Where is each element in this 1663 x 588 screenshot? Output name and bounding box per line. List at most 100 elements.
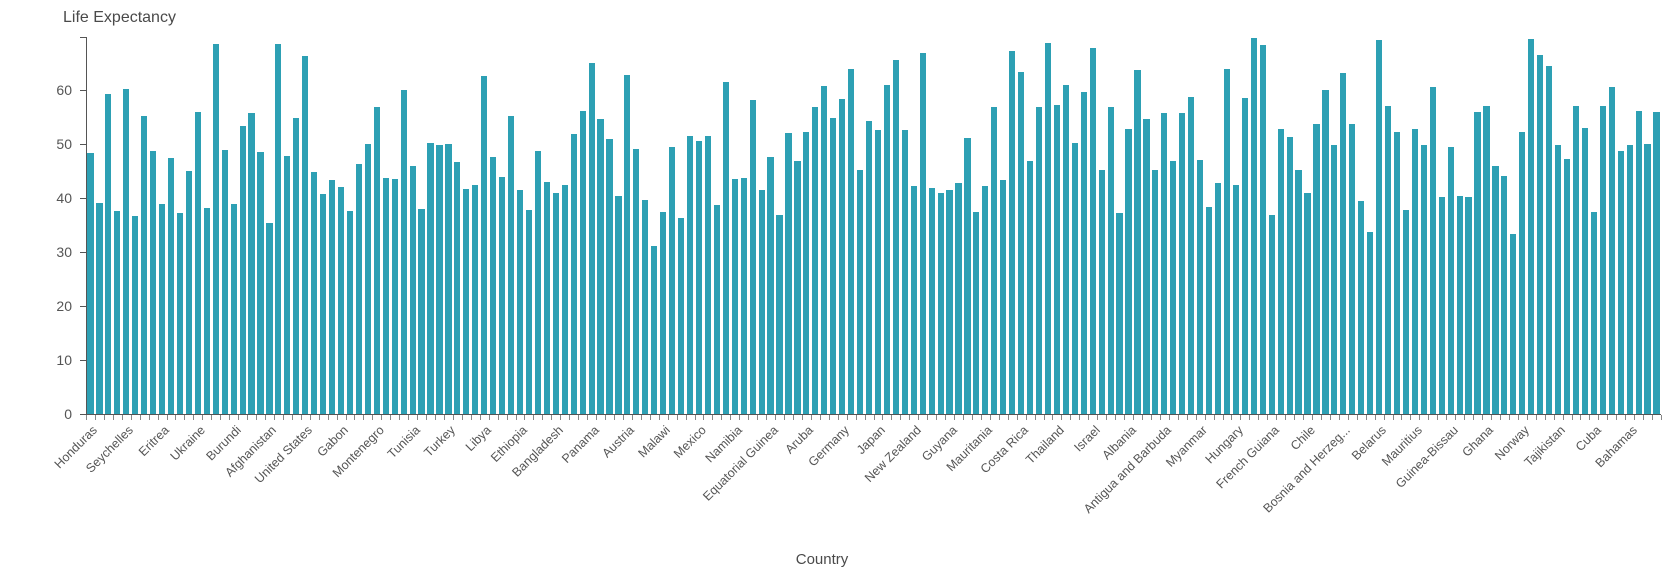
bar[interactable] — [973, 211, 980, 414]
bar[interactable] — [848, 68, 855, 414]
bar[interactable] — [1098, 169, 1105, 414]
bar[interactable] — [1492, 166, 1499, 414]
bar[interactable] — [516, 190, 524, 414]
bar[interactable] — [1420, 145, 1427, 414]
bar[interactable] — [1349, 124, 1356, 414]
bar[interactable] — [1617, 151, 1624, 414]
bar[interactable] — [302, 56, 309, 414]
bar[interactable] — [856, 169, 864, 414]
bar[interactable] — [1402, 209, 1410, 414]
bar[interactable] — [1447, 147, 1454, 414]
bar[interactable] — [499, 176, 506, 414]
bar[interactable] — [704, 136, 712, 414]
bar[interactable] — [794, 160, 801, 414]
bar[interactable] — [910, 186, 917, 414]
bar[interactable] — [1411, 128, 1418, 414]
bar[interactable] — [785, 132, 792, 414]
bar[interactable] — [1465, 197, 1472, 414]
bar[interactable] — [1367, 231, 1374, 414]
bar[interactable] — [1644, 144, 1651, 414]
bar[interactable] — [445, 143, 452, 414]
bar[interactable] — [1581, 127, 1589, 414]
bar[interactable] — [418, 208, 425, 414]
bar[interactable] — [1179, 113, 1186, 414]
bar[interactable] — [883, 85, 890, 414]
bar[interactable] — [1358, 200, 1365, 414]
bar[interactable] — [1250, 38, 1257, 414]
bar[interactable] — [150, 151, 157, 414]
bar[interactable] — [1519, 132, 1526, 414]
bar[interactable] — [865, 120, 873, 414]
bar[interactable] — [579, 110, 586, 414]
bar[interactable] — [1313, 124, 1320, 414]
bar[interactable] — [355, 163, 363, 414]
bar[interactable] — [901, 130, 908, 414]
bar[interactable] — [454, 162, 461, 414]
bar[interactable] — [919, 52, 926, 414]
bar[interactable] — [597, 119, 604, 414]
bar[interactable] — [481, 76, 488, 414]
bar[interactable] — [695, 140, 703, 414]
bar[interactable] — [1259, 45, 1266, 414]
bar[interactable] — [221, 150, 228, 414]
bar[interactable] — [722, 82, 729, 414]
bar[interactable] — [946, 190, 953, 414]
bar[interactable] — [328, 180, 336, 414]
bar[interactable] — [767, 156, 774, 414]
bar[interactable] — [1554, 145, 1562, 414]
bar[interactable] — [1053, 105, 1061, 414]
bar[interactable] — [1232, 185, 1240, 414]
bar[interactable] — [1125, 128, 1132, 414]
bar[interactable] — [892, 59, 899, 414]
bar[interactable] — [248, 112, 255, 414]
bar[interactable] — [812, 106, 819, 414]
bar[interactable] — [1152, 169, 1159, 414]
bar[interactable] — [427, 143, 434, 414]
bar[interactable] — [311, 171, 318, 414]
bar[interactable] — [1080, 91, 1087, 414]
bar[interactable] — [1537, 54, 1544, 414]
bar[interactable] — [1000, 180, 1007, 414]
bar[interactable] — [1116, 213, 1123, 414]
bar[interactable] — [230, 204, 237, 414]
bar[interactable] — [1044, 42, 1052, 414]
bar[interactable] — [1161, 113, 1168, 414]
bar[interactable] — [1563, 158, 1571, 414]
bar[interactable] — [96, 203, 103, 414]
bar[interactable] — [964, 137, 971, 414]
bar[interactable] — [1295, 169, 1302, 414]
bar[interactable] — [346, 211, 354, 414]
bar[interactable] — [776, 215, 783, 414]
bar[interactable] — [436, 144, 443, 414]
bar[interactable] — [1528, 39, 1535, 414]
bar[interactable] — [1429, 87, 1436, 414]
bar[interactable] — [275, 43, 282, 414]
bar[interactable] — [937, 193, 944, 414]
bar[interactable] — [320, 194, 327, 414]
bar[interactable] — [337, 186, 345, 414]
bar[interactable] — [1188, 96, 1195, 414]
bar[interactable] — [928, 187, 935, 414]
bar[interactable] — [1223, 68, 1231, 414]
bar[interactable] — [194, 111, 201, 414]
bar[interactable] — [158, 204, 166, 414]
bar[interactable] — [203, 207, 210, 414]
bar[interactable] — [364, 143, 371, 414]
bar[interactable] — [132, 216, 139, 414]
bar[interactable] — [982, 186, 989, 414]
bar[interactable] — [1268, 215, 1275, 414]
bar[interactable] — [803, 132, 810, 414]
bar[interactable] — [391, 179, 398, 414]
bar[interactable] — [1510, 234, 1517, 414]
bar[interactable] — [651, 246, 658, 414]
bar[interactable] — [1062, 85, 1069, 414]
bar[interactable] — [123, 88, 130, 414]
bar[interactable] — [87, 153, 94, 414]
bar[interactable] — [1197, 160, 1204, 414]
bar[interactable] — [266, 222, 273, 414]
bar[interactable] — [1626, 145, 1633, 414]
bar[interactable] — [1205, 206, 1213, 414]
bar[interactable] — [1384, 106, 1392, 414]
bar[interactable] — [1456, 196, 1463, 414]
bar[interactable] — [543, 182, 550, 414]
